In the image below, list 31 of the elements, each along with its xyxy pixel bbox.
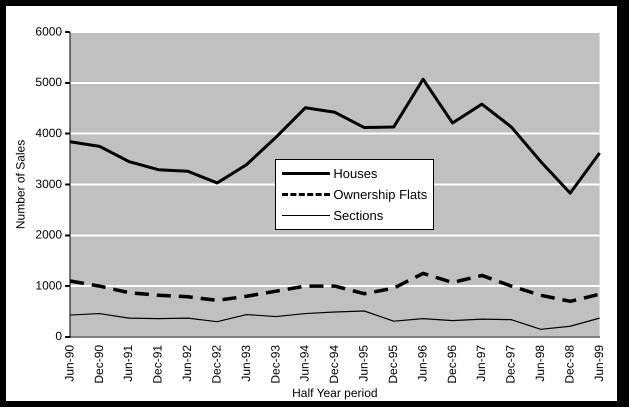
x-tick-label: Dec-92 [209,344,224,384]
y-tick-label: 1000 [35,278,62,292]
x-tick-label: Dec-93 [268,344,282,384]
y-tick-label: 5000 [35,75,62,90]
x-tick-label: Dec-90 [92,344,106,384]
x-tick-label: Jun-95 [356,344,371,382]
legend-label: Ownership Flats [333,186,428,202]
x-tick-label: Dec-91 [150,344,165,384]
x-tick-label: Dec-97 [504,344,518,384]
x-tick-label: Jun-99 [592,344,606,382]
legend-label: Houses [333,166,378,181]
y-axis-title: Number of Sales [14,140,28,230]
y-tick-label: 4000 [35,126,62,140]
x-tick-label: Jun-90 [62,344,76,382]
x-tick-label: Dec-98 [562,344,576,384]
x-tick-label: Jun-92 [180,344,194,382]
x-tick-label: Dec-96 [444,344,459,384]
x-axis-title: Half Year period [292,386,378,400]
x-tick-label: Dec-94 [327,344,342,384]
y-tick-label: 0 [55,329,62,344]
x-tick-label: Jun-96 [415,344,430,382]
x-tick-label: Jun-97 [474,344,488,382]
legend-label: Sections [333,208,384,223]
y-tick-label: 2000 [35,228,62,242]
y-tick-label: 6000 [35,24,62,38]
x-tick-label: Jun-93 [238,344,253,382]
y-tick-label: 3000 [35,176,62,191]
x-tick-label: Jun-94 [298,344,312,382]
x-tick-label: Jun-91 [121,344,136,382]
x-tick-label: Jun-98 [533,344,548,382]
x-tick-label: Dec-95 [386,344,400,384]
